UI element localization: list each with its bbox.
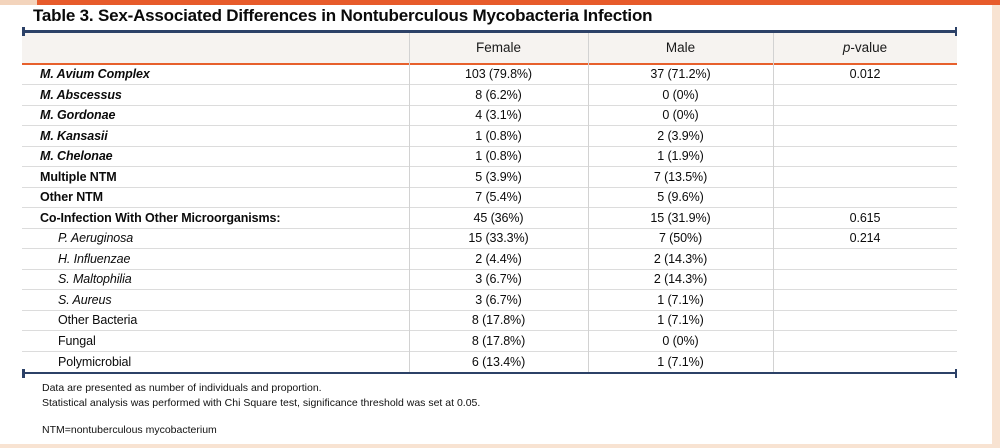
table-row: Polymicrobial 6 (13.4%) 1 (7.1%) (22, 352, 957, 372)
female-value-cell: 15 (33.3%) (468, 231, 529, 246)
table-row: Fungal 8 (17.8%) 0 (0%) (22, 331, 957, 352)
table-header-row: Female Male p-value (22, 32, 957, 63)
male-value-cell: 1 (7.1%) (657, 292, 704, 307)
column-divider (588, 32, 589, 372)
p-value-prefix: p (842, 40, 851, 55)
male-value-cell: 37 (71.2%) (650, 67, 711, 82)
female-value-cell: 4 (3.1%) (475, 108, 522, 123)
p-value-cell: 0.615 (849, 210, 881, 225)
male-value-cell: 0 (0%) (662, 108, 699, 123)
page-edge-strip-bottom (0, 444, 992, 448)
female-value-cell: 5 (3.9%) (475, 169, 522, 184)
table-row: S. Maltophilia 3 (6.7%) 2 (14.3%) (22, 270, 957, 290)
female-value-cell: 6 (13.4%) (471, 354, 526, 369)
species-cell: H. Influenzae (58, 251, 131, 266)
species-cell: P. Aeruginosa (58, 231, 134, 246)
species-cell: Co-Infection With Other Microorganisms: (40, 210, 281, 225)
table-row: H. Influenzae 2 (4.4%) 2 (14.3%) (22, 249, 957, 270)
table-row: M. Abscessus 8 (6.2%) 0 (0%) (22, 85, 957, 106)
species-cell: S. Aureus (58, 292, 112, 307)
species-cell: M. Kansasii (40, 128, 108, 143)
species-cell: M. Avium Complex (40, 67, 150, 82)
footnote-line1: Data are presented as number of individu… (42, 382, 322, 394)
page-edge-strip-right (992, 5, 1000, 448)
header-male: Male (665, 40, 696, 55)
column-divider (409, 32, 410, 372)
male-value-cell: 0 (0%) (662, 333, 699, 348)
male-value-cell: 7 (13.5%) (653, 169, 708, 184)
female-value-cell: 8 (17.8%) (471, 333, 526, 348)
table-row: Co-Infection With Other Microorganisms: 4… (22, 208, 957, 229)
female-value-cell: 45 (36%) (473, 210, 524, 225)
top-accent-bar (37, 0, 1000, 5)
table-title: Table 3. Sex-Associated Differences in N… (33, 6, 653, 25)
table-row: Other NTM 7 (5.4%) 5 (9.6%) (22, 188, 957, 208)
species-cell: Other Bacteria (58, 313, 138, 328)
abbreviation-note: NTM=nontuberculous mycobacterium (42, 424, 217, 436)
table-row: S. Aureus 3 (6.7%) 1 (7.1%) (22, 290, 957, 311)
female-value-cell: 1 (0.8%) (475, 128, 522, 143)
male-value-cell: 15 (31.9%) (650, 210, 711, 225)
male-value-cell: 0 (0%) (662, 87, 699, 102)
table-bottom-rule (22, 369, 957, 377)
species-cell: Multiple NTM (40, 169, 117, 184)
p-value-suffix: -value (850, 40, 888, 55)
p-value-cell: 0.012 (849, 67, 881, 82)
male-value-cell: 2 (14.3%) (653, 251, 708, 266)
female-value-cell: 2 (4.4%) (475, 251, 522, 266)
species-cell: Other NTM (40, 190, 103, 205)
species-cell: M. Chelonae (40, 149, 113, 164)
male-value-cell: 5 (9.6%) (657, 190, 704, 205)
female-value-cell: 3 (6.7%) (475, 292, 522, 307)
table-row: M. Chelonae 1 (0.8%) 1 (1.9%) (22, 147, 957, 167)
footnote-line2: Statistical analysis was performed with … (42, 397, 481, 409)
male-value-cell: 1 (7.1%) (657, 313, 704, 328)
table-row: P. Aeruginosa 15 (33.3%) 7 (50%) 0.214 (22, 229, 957, 249)
table-row: Other Bacteria 8 (17.8%) 1 (7.1%) (22, 311, 957, 331)
column-divider (773, 32, 774, 372)
table-row: M. Avium Complex 103 (79.8%) 37 (71.2%) 0.0… (22, 65, 957, 85)
header-female: Female (475, 40, 521, 55)
female-value-cell: 8 (6.2%) (475, 87, 522, 102)
female-value-cell: 8 (17.8%) (471, 313, 526, 328)
species-cell: Fungal (58, 333, 96, 348)
male-value-cell: 2 (14.3%) (653, 272, 708, 287)
species-cell: S. Maltophilia (58, 272, 132, 287)
table-body: M. Avium Complex 103 (79.8%) 37 (71.2%) 0.0… (22, 65, 957, 372)
data-table: Female Male p-value M. Avium Complex 103 … (22, 27, 957, 377)
header-underline-rule (22, 62, 957, 65)
female-value-cell: 3 (6.7%) (475, 272, 522, 287)
male-value-cell: 2 (3.9%) (657, 128, 704, 143)
top-accent-bar-left-segment (0, 0, 37, 5)
p-value-cell: 0.214 (849, 231, 881, 246)
species-cell: Polymicrobial (58, 354, 132, 369)
female-value-cell: 1 (0.8%) (475, 149, 522, 164)
species-cell: M. Abscessus (40, 87, 122, 102)
male-value-cell: 1 (1.9%) (657, 149, 704, 164)
female-value-cell: 103 (79.8%) (465, 67, 532, 82)
table-row: M. Gordonae 4 (3.1%) 0 (0%) (22, 106, 957, 126)
male-value-cell: 1 (7.1%) (657, 354, 704, 369)
species-cell: M. Gordonae (40, 108, 116, 123)
table-row: M. Kansasii 1 (0.8%) 2 (3.9%) (22, 126, 957, 147)
table-row: Multiple NTM 5 (3.9%) 7 (13.5%) (22, 167, 957, 188)
table-top-rule (22, 27, 957, 35)
header-p-value: p-value (773, 40, 957, 55)
female-value-cell: 7 (5.4%) (475, 190, 522, 205)
male-value-cell: 7 (50%) (658, 231, 703, 246)
table-footnotes: Data are presented as number of individu… (42, 381, 480, 411)
